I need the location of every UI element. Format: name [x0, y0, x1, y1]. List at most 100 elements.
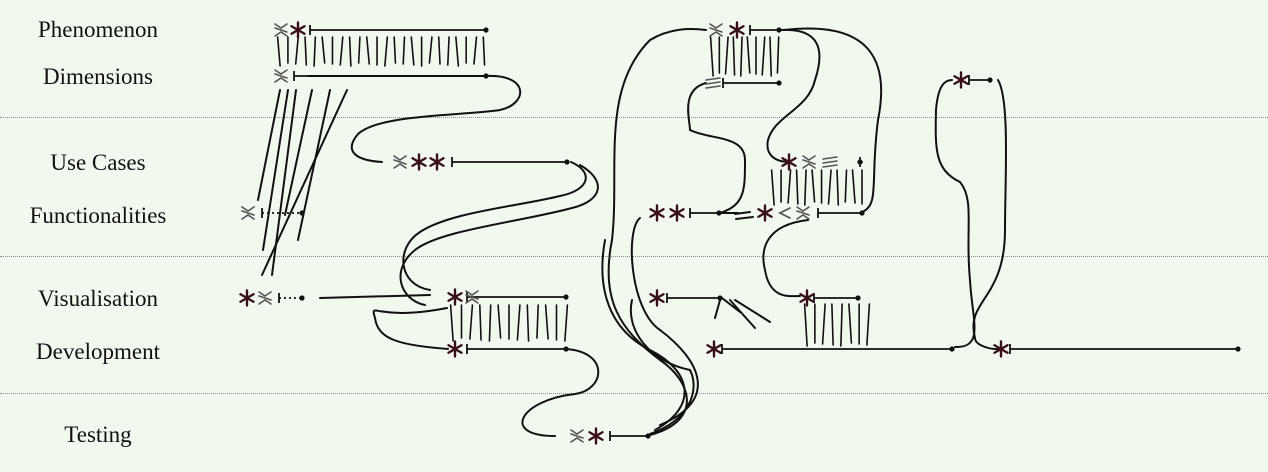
connector-wire: [688, 83, 745, 213]
asterisk-icon: [783, 155, 796, 170]
asterisk-stroke: [801, 294, 814, 302]
row-label-phenomenon: Phenomenon: [37, 17, 159, 42]
chevron-stroke: [259, 300, 271, 304]
track-end-dot: [716, 210, 722, 216]
asterisk-stroke: [671, 209, 684, 217]
tick-mark: [797, 170, 798, 204]
chevron-stroke: [275, 24, 287, 28]
asterisk-icon: [431, 155, 444, 170]
chevron-stroke: [242, 215, 254, 219]
connector-wire: [401, 165, 598, 305]
track-end-dot: [857, 159, 863, 165]
asterisk-stroke: [413, 158, 426, 166]
asterisk-icon: [651, 206, 664, 221]
chevron-stroke: [710, 24, 722, 28]
triple-bar-icon: [823, 157, 837, 167]
track-end-dot: [299, 210, 305, 216]
row-label-use-cases: Use Cases: [50, 150, 146, 175]
track-end-dot: [483, 27, 489, 33]
asterisk-icon: [449, 290, 462, 305]
asterisk-stroke: [292, 26, 305, 34]
connector-wire: [298, 90, 330, 240]
row-label-visualisation: Visualisation: [38, 286, 158, 311]
asterisk-stroke: [241, 294, 254, 302]
tick-mark: [439, 37, 440, 64]
tick-mark: [772, 170, 775, 205]
tick-mark: [322, 37, 325, 63]
tick-mark: [726, 37, 729, 74]
asterisk-icon: [413, 155, 426, 170]
bar-stroke: [823, 161, 837, 163]
row-label-functionalities: Functionalities: [29, 203, 167, 228]
tick-mark: [537, 305, 538, 338]
glyph-markers: [241, 23, 1008, 444]
chevron-stroke: [797, 215, 809, 219]
chevron-stroke: [803, 164, 815, 168]
divider-3: [0, 393, 1268, 394]
connector-wire: [631, 300, 694, 434]
track-end-dot: [645, 433, 651, 439]
divider-1: [0, 117, 1268, 118]
tick-marks: [278, 37, 870, 346]
asterisk-icon: [449, 342, 462, 357]
connector-wire: [263, 90, 288, 250]
chevron-stroke: [797, 207, 809, 211]
double-chevron-icon: [242, 207, 254, 219]
asterisk-icon: [801, 291, 814, 306]
tick-mark: [489, 305, 490, 341]
connector-wire: [374, 308, 448, 349]
tick-mark: [805, 170, 806, 205]
chevron-stroke: [797, 211, 809, 215]
asterisk-icon: [995, 342, 1008, 357]
bar-stroke: [706, 78, 720, 80]
track-end-dot: [987, 77, 993, 83]
chevron-stroke: [275, 78, 287, 82]
tick-mark: [517, 305, 520, 340]
row-label-testing: Testing: [64, 422, 132, 447]
chevron-stroke: [242, 211, 254, 215]
tick-mark: [296, 37, 299, 64]
tick-mark: [474, 37, 477, 64]
tick-mark: [480, 305, 481, 340]
chevron-stroke: [710, 28, 722, 32]
chevron-stroke: [275, 28, 287, 32]
row-label-dimensions: Dimensions: [43, 64, 153, 89]
asterisk-stroke: [590, 432, 603, 440]
tick-mark: [762, 37, 765, 75]
asterisk-icon: [708, 342, 721, 357]
connector-wire: [602, 240, 684, 430]
connector-wire: [722, 298, 740, 312]
connector-wire: [715, 300, 720, 318]
tick-mark: [429, 37, 432, 63]
asterisk-icon: [671, 206, 684, 221]
double-chevron-icon: [275, 24, 287, 36]
track-end-dot: [483, 73, 489, 79]
bar-stroke: [823, 157, 837, 159]
tick-mark: [451, 305, 454, 341]
tick-mark: [498, 305, 501, 338]
connector-wire: [763, 220, 808, 296]
tick-mark: [841, 304, 842, 346]
track-end-dot: [563, 346, 569, 352]
tick-mark: [777, 37, 778, 73]
chevron-stroke: [571, 430, 583, 434]
double-chevron-icon: [275, 70, 287, 82]
connector-wire: [735, 300, 770, 322]
asterisk-stroke: [449, 293, 462, 301]
tick-mark: [411, 37, 414, 65]
tick-mark: [359, 37, 360, 63]
triple-bar-icon: [706, 78, 720, 88]
track-end-dot: [299, 295, 305, 301]
connector-wire: [973, 80, 1006, 349]
chevron-stroke: [466, 291, 478, 295]
connector-wire: [320, 295, 430, 298]
tick-mark: [470, 305, 473, 339]
chevron-stroke: [571, 438, 583, 442]
double-chevron-icon: [466, 291, 478, 303]
tick-mark: [788, 170, 791, 203]
track-end-dot: [776, 80, 782, 86]
track-end-dot: [859, 210, 865, 216]
tick-mark: [867, 304, 870, 345]
tick-mark: [812, 170, 815, 202]
